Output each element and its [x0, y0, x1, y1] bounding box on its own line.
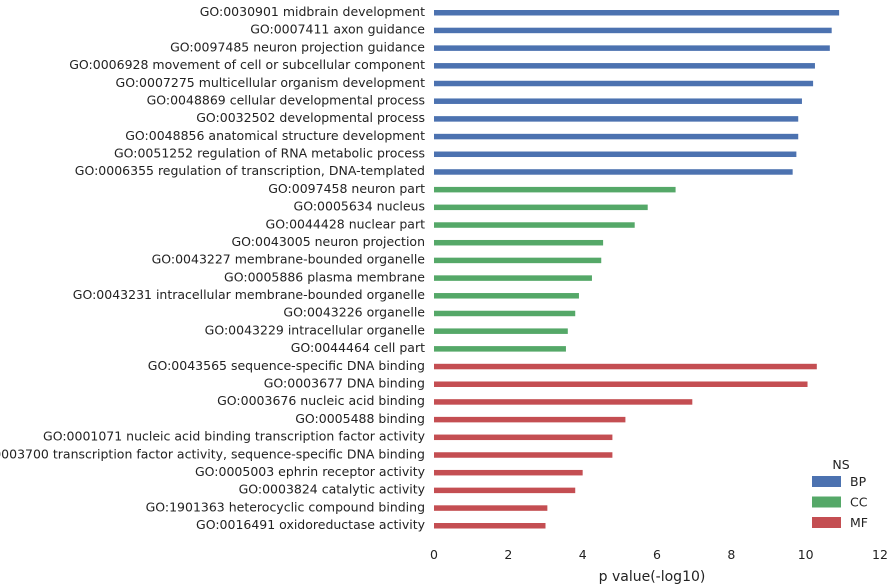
category-label: GO:0043229 intracellular organelle — [205, 322, 426, 337]
category-label: GO:0048869 cellular developmental proces… — [147, 92, 425, 107]
category-label: GO:0003676 nucleic acid binding — [217, 393, 425, 408]
x-tick-label: 10 — [798, 547, 814, 562]
bar-mf — [434, 487, 576, 494]
bar-bp — [434, 133, 799, 140]
bar-bp — [434, 63, 815, 69]
category-label: GO:0016491 oxidoreductase activity — [196, 517, 426, 532]
legend-label-cc: CC — [850, 495, 868, 510]
category-label: GO:0005634 nucleus — [294, 199, 425, 214]
bar-mf — [434, 434, 613, 441]
category-label: GO:0097485 neuron projection guidance — [170, 39, 425, 54]
bar-mf — [434, 399, 693, 405]
category-label: GO:0030901 midbrain development — [200, 4, 425, 19]
legend: NS BP CC MF — [812, 457, 868, 530]
bar-cc — [434, 328, 568, 334]
x-tick-label: 12 — [872, 547, 888, 562]
category-label: GO:0005003 ephrin receptor activity — [195, 464, 426, 479]
category-label: GO:0043565 sequence-specific DNA binding — [148, 358, 425, 373]
bar-bp — [434, 45, 830, 51]
legend-title: NS — [832, 457, 849, 472]
category-label: GO:0006928 movement of cell or subcellul… — [69, 57, 425, 72]
x-tick-label: 2 — [504, 547, 512, 562]
legend-label-mf: MF — [850, 515, 868, 530]
category-label: GO:0043231 intracellular membrane-bounde… — [73, 287, 426, 302]
category-label: GO:0097458 neuron part — [268, 181, 425, 196]
legend-label-bp: BP — [850, 474, 867, 489]
bar-bp — [434, 151, 797, 158]
category-label: GO:0003700 transcription factor activity… — [0, 446, 425, 461]
category-label: GO:1901363 heterocyclic compound binding — [146, 499, 425, 514]
bar-mf — [434, 363, 817, 370]
category-label: GO:0043226 organelle — [283, 305, 425, 320]
bar-cc — [434, 346, 566, 352]
x-tick-label: 0 — [430, 547, 438, 562]
category-label: GO:0005488 binding — [295, 411, 425, 426]
category-labels: GO:0030901 midbrain development GO:000741… — [0, 4, 426, 532]
x-axis-ticks: 0 2 4 6 8 10 12 — [430, 547, 888, 562]
bar-cc — [434, 222, 635, 228]
bar-cc — [434, 186, 676, 193]
bar-cc — [434, 204, 648, 211]
bars-layer — [434, 10, 840, 529]
bar-cc — [434, 293, 579, 299]
bar-mf — [434, 505, 548, 511]
x-axis-label: p value(-log10) — [599, 569, 706, 585]
x-tick-label: 6 — [653, 547, 661, 562]
bar-mf — [434, 469, 583, 476]
x-tick-label: 4 — [579, 547, 587, 562]
category-label: GO:0048856 anatomical structure developm… — [125, 128, 425, 143]
bar-bp — [434, 116, 799, 122]
category-label: GO:0043005 neuron projection — [231, 234, 425, 249]
legend-swatch-mf — [812, 517, 841, 528]
category-label: GO:0005886 plasma membrane — [224, 269, 425, 284]
category-label: GO:0007411 axon guidance — [250, 22, 425, 37]
category-label: GO:0006355 regulation of transcription, … — [75, 163, 425, 178]
category-label: GO:0001071 nucleic acid binding transcri… — [43, 429, 426, 444]
category-label: GO:0044428 nuclear part — [266, 216, 426, 231]
bar-mf — [434, 416, 626, 423]
x-tick-label: 8 — [727, 547, 735, 562]
bar-cc — [434, 275, 592, 281]
bar-mf — [434, 523, 546, 529]
bar-cc — [434, 257, 602, 264]
legend-swatch-cc — [812, 496, 841, 508]
legend-swatch-bp — [812, 476, 841, 487]
category-label: GO:0044464 cell part — [291, 340, 425, 355]
bar-bp — [434, 27, 832, 34]
bar-bp — [434, 80, 814, 87]
category-label: GO:0003677 DNA binding — [264, 375, 425, 390]
category-label: GO:0032502 developmental process — [196, 110, 425, 125]
category-label: GO:0003824 catalytic activity — [239, 482, 426, 497]
bar-bp — [434, 10, 840, 16]
category-label: GO:0043227 membrane-bounded organelle — [152, 252, 426, 267]
bar-bp — [434, 98, 802, 104]
bar-bp — [434, 169, 793, 175]
bar-mf — [434, 381, 808, 387]
category-label: GO:0007275 multicellular organism develo… — [116, 75, 426, 90]
bar-cc — [434, 239, 604, 246]
bar-cc — [434, 310, 576, 317]
category-label: GO:0051252 regulation of RNA metabolic p… — [114, 146, 425, 161]
bar-mf — [434, 452, 613, 458]
